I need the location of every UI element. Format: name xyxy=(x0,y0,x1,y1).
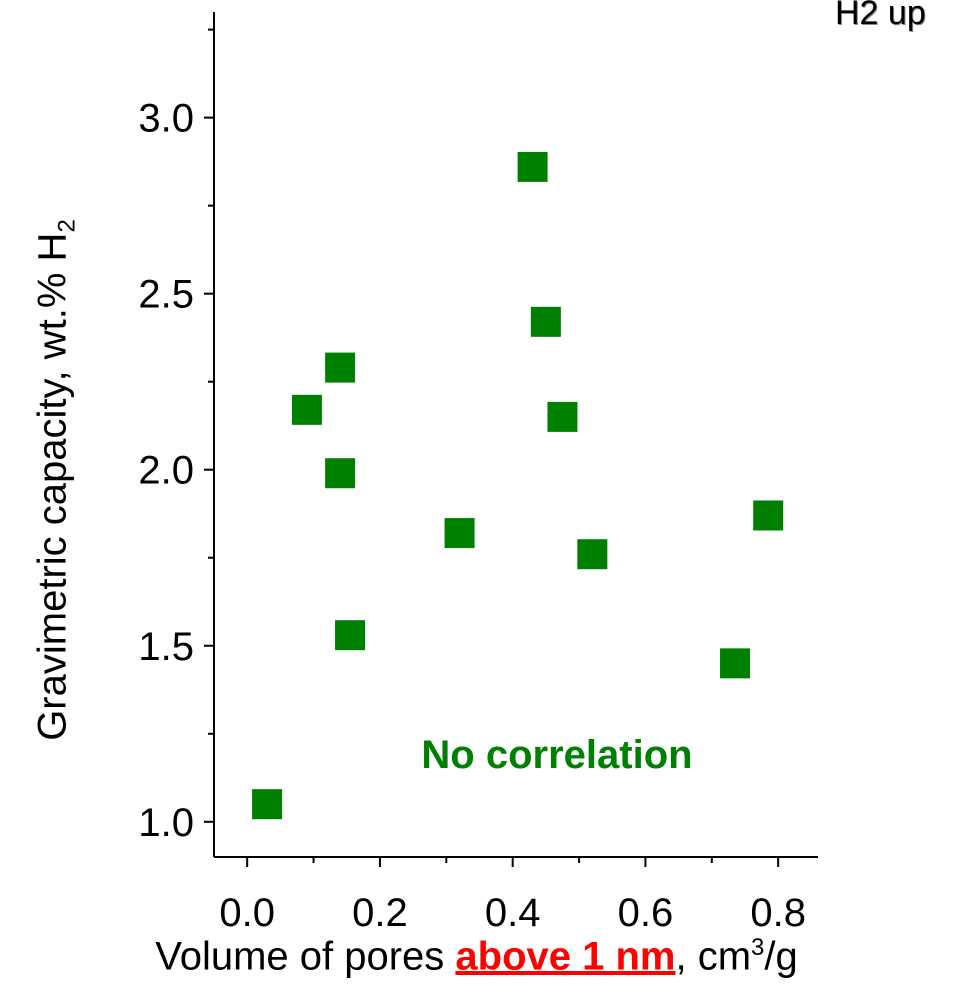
data-point xyxy=(444,518,475,549)
y-tick-label: 1.0 xyxy=(138,801,194,845)
data-point xyxy=(325,352,356,383)
data-point xyxy=(753,500,784,531)
x-axis-label-unit: , cm xyxy=(675,934,752,979)
x-axis-label-tail: /g xyxy=(764,934,798,979)
x-tick-label: 0.4 xyxy=(485,891,541,935)
y-axis-label: Gravimetric capacity, wt.% H2 xyxy=(31,219,82,741)
x-axis-label-text: Volume of pores xyxy=(155,934,456,979)
data-point xyxy=(291,394,322,425)
x-axis-label: Volume of pores above 1 nm, cm3/g xyxy=(0,934,953,979)
x-tick-label: 0.6 xyxy=(618,891,674,935)
data-point xyxy=(720,648,751,679)
x-axis-label-highlight: above 1 nm xyxy=(455,934,676,979)
data-point xyxy=(577,539,608,570)
y-axis-label-subscript: 2 xyxy=(53,219,81,233)
y-tick-label: 2.0 xyxy=(138,449,194,493)
data-point xyxy=(325,458,356,489)
x-tick-label: 0.0 xyxy=(219,891,275,935)
data-point xyxy=(517,151,548,182)
y-axis-label-text: Gravimetric capacity, wt.% H xyxy=(30,232,75,741)
data-point xyxy=(547,401,578,432)
data-point xyxy=(335,620,366,651)
data-point xyxy=(530,306,561,337)
tick-group: 1.0 1.5 2.0 2.5 3.0 0.0 0.2 0.4 0.6 0.8 xyxy=(138,28,806,935)
data-points xyxy=(252,151,784,820)
x-tick-label: 0.2 xyxy=(352,891,408,935)
x-axis-label-superscript: 3 xyxy=(751,934,765,961)
y-tick-label: 2.5 xyxy=(138,273,194,317)
x-tick-label: 0.8 xyxy=(750,891,806,935)
y-tick-label: 3.0 xyxy=(138,97,194,141)
annotation-no-correlation: No correlation xyxy=(421,733,692,777)
axes xyxy=(213,12,818,858)
data-point xyxy=(252,789,283,820)
chart-title: H2 up xyxy=(835,0,926,32)
y-tick-label: 1.5 xyxy=(138,625,194,669)
